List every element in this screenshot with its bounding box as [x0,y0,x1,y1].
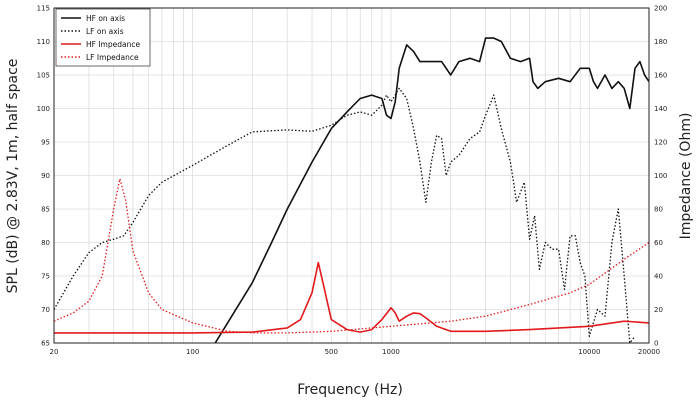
y-right-tick-label: 140 [654,105,667,113]
legend-label-lf-impedance: LF Impedance [86,53,139,62]
legend-label-hf-on-axis: HF on axis [86,14,125,23]
y-axis-left-title: SPL (dB) @ 2.83V, 1m, half space [5,59,21,294]
y-left-tick-label: 85 [41,206,50,214]
x-tick-label: 100 [186,348,199,356]
y-axis-right-title: Impedance (Ohm) [678,113,694,240]
x-tick-label: 10000 [578,348,600,356]
y-right-tick-label: 120 [654,139,667,147]
y-left-tick-label: 80 [41,239,50,247]
y-left-tick-label: 70 [41,306,50,314]
y-left-tick-label: 105 [37,72,50,80]
y-right-tick-label: 0 [654,340,658,348]
x-tick-label: 20000 [638,348,660,356]
x-tick-label: 500 [325,348,338,356]
y-left-tick-label: 65 [41,340,50,348]
plot-frame [53,7,650,344]
legend-label-lf-on-axis: LF on axis [86,27,124,36]
y-right-tick-label: 60 [654,239,663,247]
y-right-tick-label: 40 [654,273,663,281]
y-right-tick-label: 80 [654,206,663,214]
series-line-hf-on-axis [214,37,649,343]
legend: HF on axis LF on axis HF Impedance LF Im… [55,8,151,67]
y-left-tick-label: 115 [37,5,50,13]
x-tick-label: 1000 [382,348,400,356]
y-left-tick-label: 90 [41,172,50,180]
series-layer [54,37,649,343]
y-left-tick-label: 110 [37,38,50,46]
y-left-tick-label: 75 [41,273,50,281]
x-axis-title: Frequency (Hz) [297,382,403,398]
series-line-hf-impedance [54,261,649,334]
y-right-tick-label: 200 [654,5,667,13]
y-right-tick-label: 100 [654,172,667,180]
x-tick-label: 20 [50,348,59,356]
y-left-tick-label: 95 [41,139,50,147]
legend-label-hf-impedance: HF Impedance [86,40,140,49]
y-right-tick-label: 180 [654,38,667,46]
y-left-tick-label: 100 [37,105,50,113]
y-right-tick-label: 20 [654,306,663,314]
tick-layer: 20 100 500 1000 10000 20000657075808590951001… [37,5,668,357]
y-right-tick-label: 160 [654,72,667,80]
